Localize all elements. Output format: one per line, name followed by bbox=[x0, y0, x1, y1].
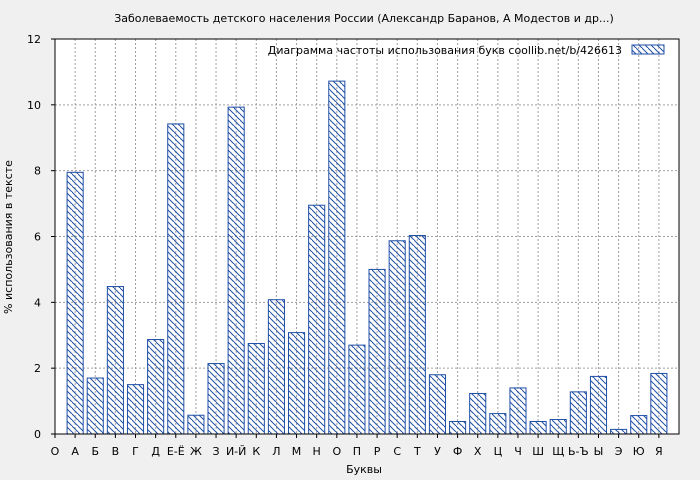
x-tick-label: З bbox=[213, 445, 220, 458]
bar bbox=[267, 299, 285, 435]
bar bbox=[630, 415, 648, 435]
y-tick-label: 10 bbox=[27, 99, 41, 112]
chart-title: Заболеваемость детского населения России… bbox=[114, 12, 614, 25]
bar bbox=[106, 286, 124, 435]
bar bbox=[287, 332, 306, 435]
bar bbox=[388, 240, 406, 435]
bar bbox=[408, 235, 426, 435]
x-tick-label: Ы bbox=[594, 445, 604, 458]
x-tick-label: Г bbox=[132, 445, 139, 458]
bar bbox=[66, 171, 84, 435]
bar bbox=[449, 420, 467, 435]
y-tick-label: 2 bbox=[34, 362, 41, 375]
y-axis-label: % использования в тексте bbox=[2, 160, 15, 314]
x-tick-label: Х bbox=[474, 445, 482, 458]
bar bbox=[368, 268, 386, 435]
x-tick-label: Р bbox=[374, 445, 381, 458]
bar bbox=[610, 428, 628, 435]
bar bbox=[247, 342, 265, 435]
x-tick-label: Ж bbox=[190, 445, 202, 458]
x-tick-label: Б bbox=[91, 445, 99, 458]
bar bbox=[428, 374, 447, 435]
x-tick-label: Ш bbox=[532, 445, 544, 458]
bar bbox=[569, 391, 587, 435]
x-tick-label: А bbox=[71, 445, 79, 458]
bar bbox=[147, 339, 165, 435]
bar bbox=[86, 377, 104, 435]
bar bbox=[348, 344, 366, 435]
bar bbox=[328, 80, 346, 435]
x-tick-label: Н bbox=[313, 445, 321, 458]
x-tick-label: С bbox=[393, 445, 401, 458]
x-tick-label: Ц bbox=[494, 445, 503, 458]
bar bbox=[469, 393, 487, 435]
x-tick-label: О bbox=[332, 445, 341, 458]
x-tick-label: Л bbox=[272, 445, 280, 458]
legend-swatch bbox=[631, 44, 665, 55]
y-tick-label: 0 bbox=[34, 428, 41, 441]
bar bbox=[207, 363, 225, 435]
x-tick-label: О bbox=[51, 445, 60, 458]
bar bbox=[308, 204, 326, 435]
x-tick-label: Т bbox=[413, 445, 421, 458]
x-tick-label: В bbox=[112, 445, 120, 458]
bar bbox=[589, 375, 608, 435]
x-tick-label: Е-Ё bbox=[167, 445, 185, 458]
bar bbox=[489, 413, 507, 435]
x-tick-label: Щ bbox=[552, 445, 564, 458]
x-tick-label: Я bbox=[655, 445, 663, 458]
plot-frame bbox=[54, 38, 680, 435]
legend: Диаграмма частоты использования букв coo… bbox=[268, 44, 665, 57]
bar bbox=[650, 372, 668, 435]
bar bbox=[227, 106, 245, 435]
bar bbox=[529, 420, 547, 435]
x-tick-label: Д bbox=[151, 445, 160, 458]
y-tick-label: 4 bbox=[34, 296, 41, 309]
y-tick-label: 6 bbox=[34, 231, 41, 244]
x-tick-label: Э bbox=[615, 445, 623, 458]
x-tick-label: К bbox=[252, 445, 260, 458]
y-tick-label: 12 bbox=[27, 33, 41, 46]
y-tick-label: 8 bbox=[34, 165, 41, 178]
x-tick-label: И-Й bbox=[226, 445, 246, 458]
x-axis-label: Буквы bbox=[346, 463, 382, 476]
x-tick-label: У bbox=[434, 445, 441, 458]
x-tick-label: Ь-Ъ bbox=[568, 445, 589, 458]
legend-label: Диаграмма частоты использования букв coo… bbox=[268, 44, 622, 57]
bars bbox=[66, 80, 668, 435]
bar bbox=[167, 123, 185, 435]
x-tick-label: Ч bbox=[514, 445, 522, 458]
bar bbox=[126, 384, 145, 435]
bar bbox=[509, 387, 527, 435]
x-tick-label: Ф bbox=[453, 445, 462, 458]
x-tick-label: Ю bbox=[633, 445, 645, 458]
bar bbox=[549, 419, 567, 435]
x-tick-label: М bbox=[292, 445, 302, 458]
bar bbox=[187, 414, 205, 435]
x-tick-label: П bbox=[353, 445, 361, 458]
